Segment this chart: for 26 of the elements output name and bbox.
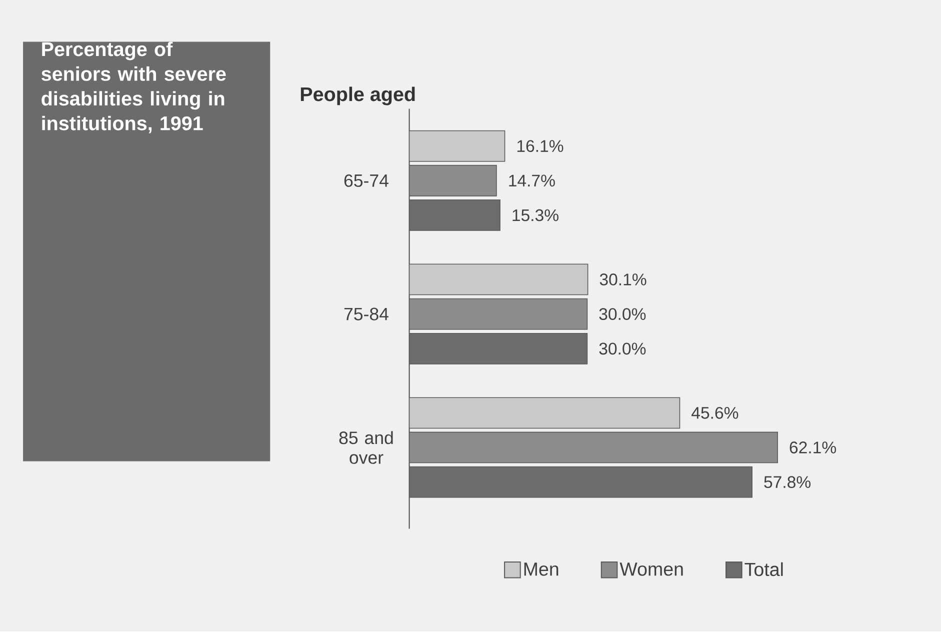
legend-label: Men [524, 562, 558, 576]
bar [409, 130, 506, 162]
data-label: 30.1% [600, 274, 646, 286]
data-label: 30.0% [599, 342, 646, 355]
bar [409, 466, 752, 498]
y-axis-title: People aged [300, 86, 415, 106]
bar [409, 264, 588, 296]
data-label: 15.3% [512, 210, 558, 222]
y-tick-label: 75-84 [344, 308, 388, 321]
legend-label: Women [620, 562, 683, 576]
y-tick-label: 85 and over [339, 431, 393, 464]
data-label: 14.7% [509, 174, 555, 187]
bar [409, 165, 497, 197]
data-label: 62.1% [790, 442, 836, 454]
bar [409, 333, 588, 365]
data-label: 30.0% [599, 308, 646, 320]
y-tick-label: 65-74 [344, 174, 388, 188]
data-label: 45.6% [692, 407, 738, 420]
bar [409, 397, 680, 429]
text: Percentage of seniors with severe disabilities living in institutions, 1991 [42, 42, 226, 134]
legend-label: Total [744, 562, 783, 576]
bar [409, 200, 500, 232]
data-label: 16.1% [517, 140, 564, 152]
data-label: 57.8% [764, 476, 811, 488]
bar [409, 298, 588, 330]
bar [409, 432, 778, 464]
